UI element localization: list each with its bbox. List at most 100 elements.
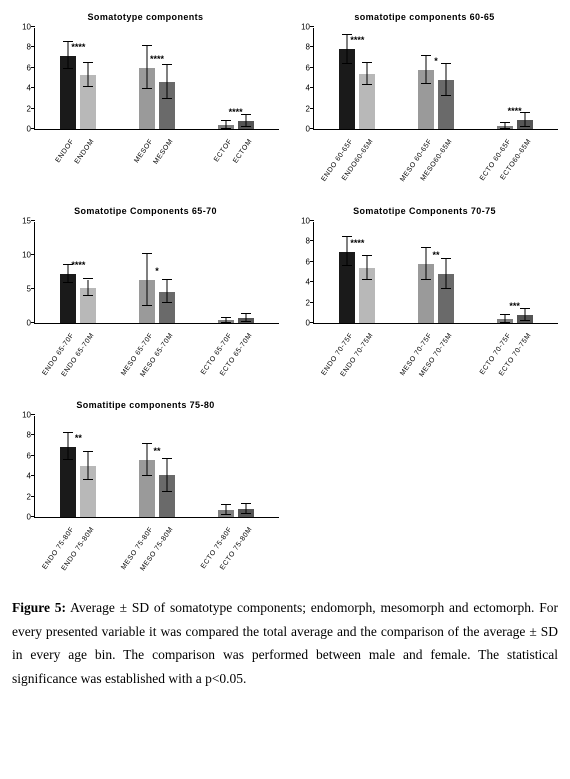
error-bar — [68, 42, 69, 69]
error-cap-bottom — [441, 95, 451, 96]
error-cap-top — [63, 432, 73, 433]
bar — [218, 510, 234, 517]
error-cap-top — [142, 45, 152, 46]
error-cap-top — [500, 314, 510, 315]
x-tick-label: ECTOF — [213, 138, 234, 163]
bar — [339, 49, 355, 129]
bar — [60, 274, 76, 323]
bar-group — [218, 509, 254, 517]
error-cap-bottom — [162, 491, 172, 492]
y-tick-label: 8 — [13, 43, 31, 52]
error-bar — [425, 248, 426, 281]
error-cap-top — [241, 114, 251, 115]
bar — [339, 252, 355, 323]
error-cap-top — [500, 122, 510, 123]
caption-prefix: Figure 5: — [12, 600, 66, 615]
error-cap-top — [63, 41, 73, 42]
error-bar — [88, 280, 89, 296]
error-cap-top — [421, 55, 431, 56]
y-tick-label: 2 — [13, 104, 31, 113]
significance-marker: * — [434, 56, 438, 66]
error-bar — [445, 259, 446, 290]
chart-title: Somatotype components — [12, 12, 279, 22]
error-cap-bottom — [342, 63, 352, 64]
y-tick-label: 10 — [292, 23, 310, 32]
error-cap-bottom — [142, 305, 152, 306]
significance-marker: **** — [350, 238, 364, 248]
error-cap-top — [520, 112, 530, 113]
plot-wrap: 0246810****ENDO 75-80FENDO 75-80MMESO 75… — [12, 416, 279, 566]
bar-group: **** — [339, 252, 375, 323]
bar — [418, 70, 434, 129]
error-cap-bottom — [241, 513, 251, 514]
plot-area: 0246810********* — [313, 28, 558, 130]
plot-area: 0246810************ — [34, 28, 279, 130]
significance-marker: ** — [432, 250, 439, 260]
plot-wrap: 0246810************ENDOFENDOMMESOFMESOME… — [12, 28, 279, 178]
bars-container: ********* — [314, 222, 558, 323]
plot-wrap: 0246810*********ENDO 70-75FENDO 70-75MME… — [291, 222, 558, 372]
error-cap-top — [421, 247, 431, 248]
y-tick-label: 4 — [292, 278, 310, 287]
significance-marker: **** — [229, 107, 243, 117]
error-cap-bottom — [241, 126, 251, 127]
bar — [238, 121, 254, 129]
chart-title: Somatitipe components 75-80 — [12, 400, 279, 410]
error-cap-top — [162, 279, 172, 280]
error-cap-bottom — [142, 475, 152, 476]
y-tick-label: 4 — [13, 472, 31, 481]
error-cap-top — [221, 317, 231, 318]
significance-marker: *** — [509, 301, 520, 311]
significance-marker: ** — [75, 433, 82, 443]
error-bar — [68, 433, 69, 460]
error-bar — [166, 65, 167, 100]
bar-group: * — [139, 280, 175, 323]
error-bar — [166, 280, 167, 303]
plot-wrap: 0246810*********ENDO 60-65FENDO60-65MMES… — [291, 28, 558, 178]
error-bar — [524, 113, 525, 127]
bar-group: **** — [497, 120, 533, 129]
error-bar — [347, 237, 348, 266]
y-tick-label: 6 — [13, 451, 31, 460]
error-cap-bottom — [500, 128, 510, 129]
error-cap-bottom — [162, 98, 172, 99]
y-tick-label: 5 — [13, 285, 31, 294]
error-cap-top — [342, 34, 352, 35]
bar — [359, 268, 375, 323]
error-cap-top — [142, 253, 152, 254]
error-bar — [146, 254, 147, 306]
bar — [159, 292, 175, 323]
bar — [497, 319, 513, 323]
plot-area: 0246810**** — [34, 416, 279, 518]
y-tick-label: 8 — [292, 237, 310, 246]
error-cap-top — [221, 504, 231, 505]
error-cap-bottom — [441, 288, 451, 289]
error-bar — [146, 444, 147, 477]
error-cap-bottom — [162, 302, 172, 303]
x-labels: ENDOFENDOMMESOFMESOMECTOFECTOM — [34, 132, 279, 180]
error-cap-bottom — [142, 88, 152, 89]
error-bar — [88, 63, 89, 87]
bar — [497, 126, 513, 129]
bar — [418, 264, 434, 323]
y-tick-label: 6 — [292, 63, 310, 72]
bar — [218, 125, 234, 129]
bar — [139, 280, 155, 323]
y-tick-label: 4 — [292, 84, 310, 93]
bar — [139, 460, 155, 517]
y-tick-label: 8 — [292, 43, 310, 52]
error-bar — [347, 35, 348, 64]
plot-wrap: 051015*****ENDO 65-70FENDO 65-70MMESO 65… — [12, 222, 279, 372]
x-labels: ENDO 65-70FENDO 65-70MMESO 65-70FMESO 65… — [34, 326, 279, 374]
x-tick-label: MESOM — [152, 138, 174, 166]
bar-group: **** — [218, 121, 254, 129]
bar-group: **** — [139, 68, 175, 129]
error-cap-top — [520, 308, 530, 309]
y-tick-label: 0 — [13, 319, 31, 328]
error-cap-top — [83, 62, 93, 63]
chart-3: Somatotipe Components 70-750246810******… — [291, 206, 558, 372]
x-labels: ENDO 60-65FENDO60-65MMESO 60-65FMESO60-6… — [313, 132, 558, 180]
bar — [517, 315, 533, 323]
error-cap-bottom — [63, 459, 73, 460]
bar-group: *** — [497, 315, 533, 323]
